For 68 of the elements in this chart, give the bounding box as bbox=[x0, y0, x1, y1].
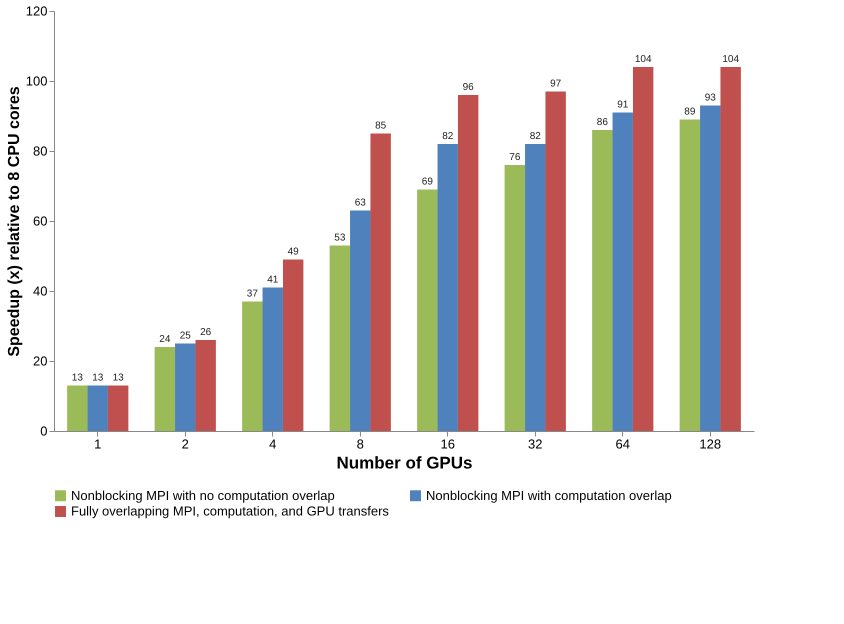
data-label: 13 bbox=[112, 372, 124, 384]
y-tick-label: 100 bbox=[26, 74, 48, 88]
data-label: 86 bbox=[596, 117, 608, 128]
bar bbox=[680, 120, 700, 431]
data-label: 82 bbox=[442, 131, 454, 142]
data-label: 97 bbox=[550, 78, 562, 90]
y-tick-label: 80 bbox=[33, 144, 48, 158]
y-tick-label: 0 bbox=[40, 424, 48, 438]
data-label: 91 bbox=[617, 100, 629, 110]
x-tick-label: 1 bbox=[94, 436, 102, 452]
data-label: 104 bbox=[722, 54, 740, 65]
bar bbox=[720, 67, 741, 431]
bar bbox=[108, 386, 128, 431]
bar bbox=[242, 302, 263, 431]
bar bbox=[632, 67, 654, 431]
y-tick-label: 40 bbox=[33, 284, 48, 298]
bar bbox=[175, 344, 196, 431]
bar bbox=[67, 386, 88, 431]
y-axis-title: Speedup (x) relative to 8 CPU cores bbox=[6, 86, 23, 357]
bar bbox=[438, 144, 458, 431]
bar bbox=[195, 340, 216, 431]
x-axis-title: Number of GPUs bbox=[336, 454, 473, 472]
y-tick-label: 60 bbox=[33, 214, 48, 228]
x-tick-label: 64 bbox=[616, 436, 630, 452]
data-label: 89 bbox=[684, 106, 696, 118]
data-label: 25 bbox=[180, 330, 192, 342]
legend-label: Nonblocking MPI with no computation overlap bbox=[71, 488, 335, 503]
data-label: 85 bbox=[375, 120, 387, 132]
y-tick-label: 20 bbox=[33, 354, 48, 368]
y-tick-label: 120 bbox=[26, 4, 48, 18]
data-label: 13 bbox=[92, 372, 104, 384]
bar bbox=[612, 112, 633, 431]
data-label: 63 bbox=[354, 198, 366, 208]
data-label: 69 bbox=[422, 176, 434, 188]
x-tick-label: 8 bbox=[356, 436, 364, 452]
bar bbox=[370, 134, 391, 431]
data-label: 53 bbox=[334, 232, 346, 244]
legend-label: Nonblocking MPI with computation overlap bbox=[426, 488, 672, 503]
bar bbox=[592, 130, 613, 431]
bar bbox=[700, 106, 720, 431]
bar bbox=[330, 246, 350, 431]
x-tick-label: 2 bbox=[182, 436, 189, 452]
bar bbox=[525, 144, 546, 431]
data-label: 82 bbox=[530, 131, 542, 142]
data-label: 76 bbox=[509, 152, 521, 163]
bar bbox=[282, 260, 304, 431]
data-label: 37 bbox=[246, 288, 258, 300]
data-label: 41 bbox=[267, 274, 279, 286]
x-tick-label: 16 bbox=[440, 436, 455, 452]
bar bbox=[262, 288, 283, 431]
x-tick-label: 128 bbox=[699, 436, 722, 452]
data-label: 26 bbox=[200, 327, 212, 338]
data-label: 93 bbox=[704, 92, 716, 104]
bar bbox=[88, 386, 108, 431]
bar bbox=[154, 347, 176, 431]
bar bbox=[545, 92, 566, 431]
bar bbox=[417, 190, 438, 431]
data-label: 24 bbox=[159, 334, 171, 345]
bar bbox=[350, 210, 370, 431]
x-tick-label: 4 bbox=[269, 436, 276, 452]
x-tick-label: 32 bbox=[528, 436, 542, 452]
data-label: 104 bbox=[634, 54, 652, 65]
bar bbox=[458, 95, 478, 431]
bar bbox=[504, 165, 526, 431]
data-label: 96 bbox=[462, 82, 474, 93]
data-label: 49 bbox=[288, 246, 300, 258]
legend-label: Fully overlapping MPI, computation, and GPU transfers bbox=[71, 504, 390, 518]
data-label: 13 bbox=[72, 372, 84, 384]
